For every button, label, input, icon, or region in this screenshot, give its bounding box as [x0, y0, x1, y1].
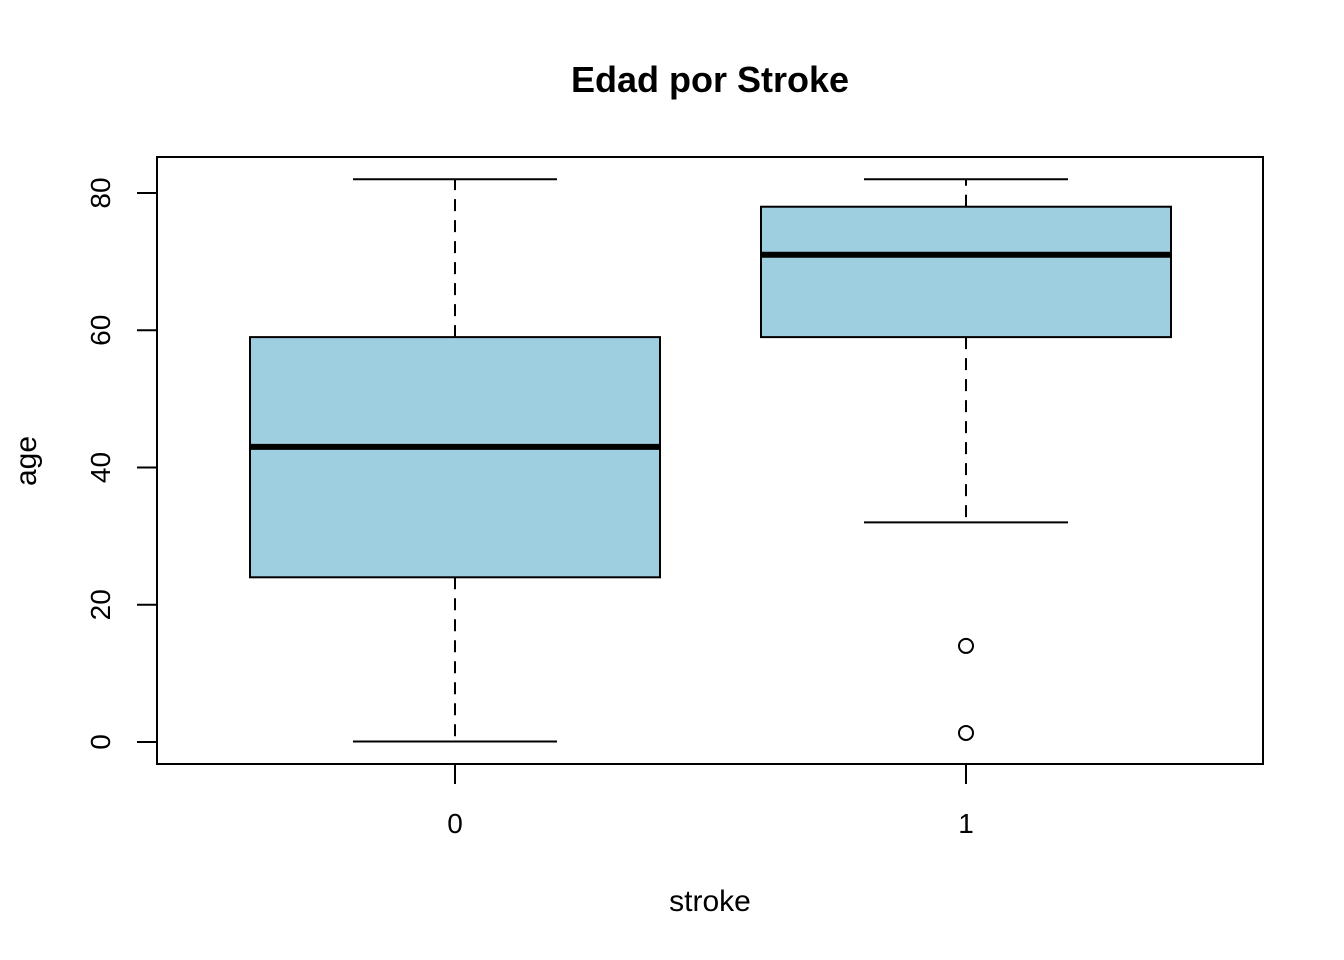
x-axis-label: stroke	[669, 885, 751, 918]
y-tick-label-0: 0	[85, 734, 116, 750]
x-tick-label-1: 1	[958, 808, 974, 839]
y-tick-label-80: 80	[85, 177, 116, 208]
iqr-box-1	[760, 205, 1172, 339]
y-tick-label-40: 40	[85, 452, 116, 483]
outlier-point-1-1	[958, 724, 974, 741]
box-0	[249, 178, 661, 743]
chart-title: Edad por Stroke	[571, 59, 849, 100]
y-tick-label-60: 60	[85, 315, 116, 346]
boxes-group	[249, 178, 1172, 743]
x-tick-label-0: 0	[447, 808, 463, 839]
iqr-box-0	[249, 336, 661, 579]
y-axis-label: age	[10, 436, 43, 486]
box-1	[760, 178, 1172, 741]
outlier-point-1-0	[958, 637, 974, 654]
y-tick-label-20: 20	[85, 589, 116, 620]
y-axis: 0 20 40 60 80	[85, 177, 158, 750]
